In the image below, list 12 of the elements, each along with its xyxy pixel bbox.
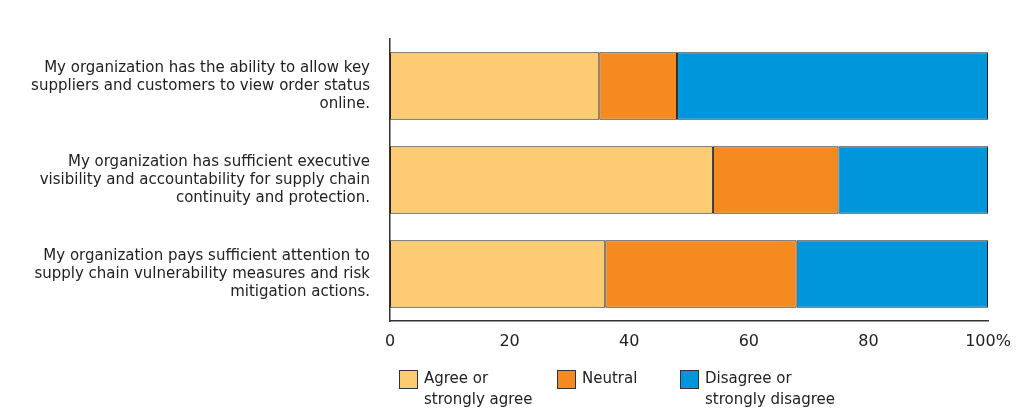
x-tick-label: 80 [858, 330, 879, 350]
x-tick-label: 60 [738, 330, 759, 350]
x-tick-label: 100% [965, 330, 1011, 350]
y-tick-label: My organization has sufficient executive visibility and accountability for supply chain continuity and protection. [39, 151, 370, 206]
x-tick-label: 20 [499, 330, 520, 350]
y-tick-label: My organization has the ability to allow key suppliers and customers to view order status online. [31, 57, 371, 112]
legend-label: Neutral [582, 368, 638, 389]
x-tick-label: 40 [619, 330, 640, 350]
legend-label: Agree or strongly agree [424, 368, 534, 410]
x-tick-label: 0 [384, 330, 396, 350]
y-tick-label: My organization pays sufficient attention to supply chain vulnerability measures and risk mitigation actions. [34, 245, 371, 300]
legend-label: Disagree or strongly disagree [705, 368, 837, 410]
